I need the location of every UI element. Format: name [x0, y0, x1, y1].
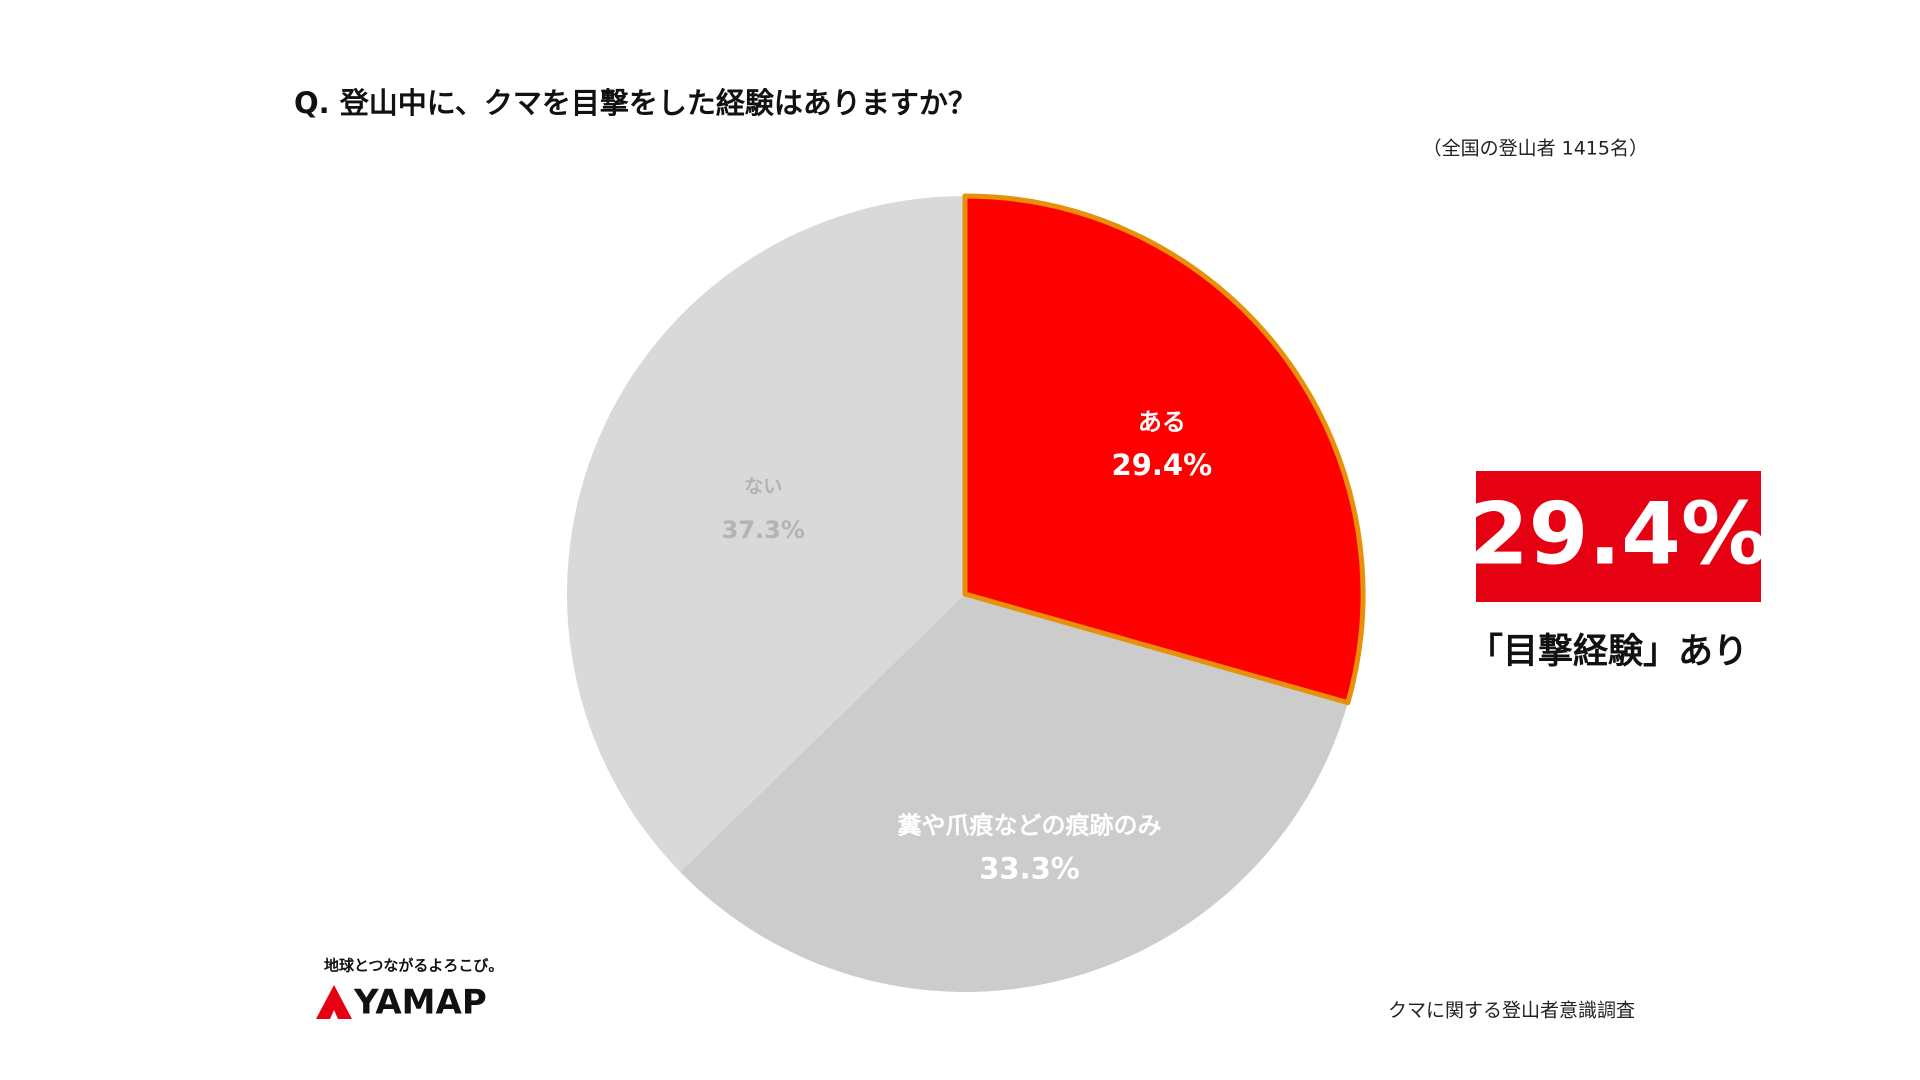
source-note: クマに関する登山者意識調査 [1388, 1000, 1635, 1022]
brand-logo-icon-inner [330, 1010, 338, 1019]
chart-subtitle: （全国の登山者 1415名） [1423, 138, 1648, 160]
brand-name: YAMAP [353, 983, 487, 1023]
callout-box [1476, 471, 1761, 602]
slice-value-label: 37.3% [722, 516, 805, 544]
brand-logo-icon [316, 985, 352, 1019]
slice-value-label: 29.4% [1112, 448, 1213, 482]
pie-slice [566, 196, 965, 872]
brand-tagline: 地球とつながるよろこび。 [324, 957, 503, 975]
slice-label: 糞や爪痕などの痕跡のみ [897, 812, 1162, 840]
callout-caption: 「目撃経験」あり [1468, 632, 1748, 672]
slice-value-label: 33.3% [979, 852, 1080, 886]
slice-label: ある [1138, 408, 1186, 436]
pie-slice [680, 594, 1348, 992]
pie: ある 29.4% 糞や爪痕などの痕跡のみ 33.3% ない 37.3% [566, 193, 1366, 992]
slice-label: ない [744, 475, 782, 497]
pie-slice [962, 193, 1366, 706]
callout-value: 29.4% [1469, 484, 1767, 584]
chart-title: Q. 登山中に、クマを目撃をした経験はありますか？ [294, 86, 977, 120]
